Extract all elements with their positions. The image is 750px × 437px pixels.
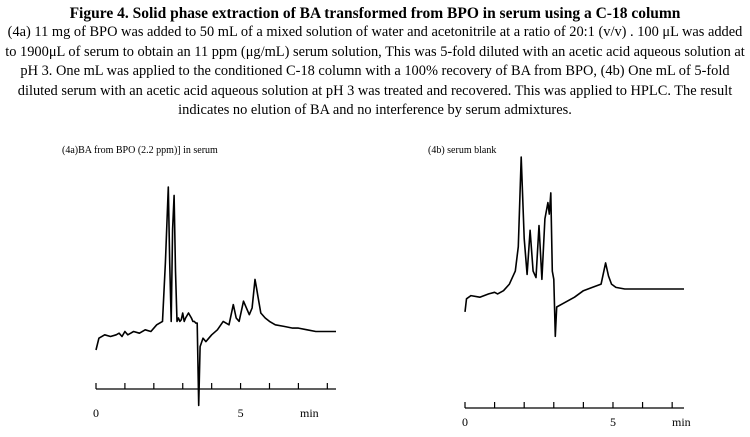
figure-caption: (4a) 11 mg of BPO was added to 50 mL of … [5,24,745,119]
tick-label: 0 [93,406,99,420]
axis-unit-label: min [672,415,691,429]
figure-title: Figure 4. Solid phase extraction of BA t… [69,5,681,22]
panel-a-title: (4a)BA from BPO (2.2 ppm)] in serum [62,145,218,156]
tick-label: 5 [610,415,616,429]
axis-unit-label: min [300,406,319,420]
chromatogram-b: 0 5 min [462,156,691,429]
tick-label: 0 [462,415,468,429]
chromatogram-trace [464,156,684,338]
tick-label: 5 [238,406,244,420]
chromatogram-trace [95,186,336,407]
chromatogram-a: 0 5 min [93,186,336,420]
panel-b-title: (4b) serum blank [428,145,497,156]
